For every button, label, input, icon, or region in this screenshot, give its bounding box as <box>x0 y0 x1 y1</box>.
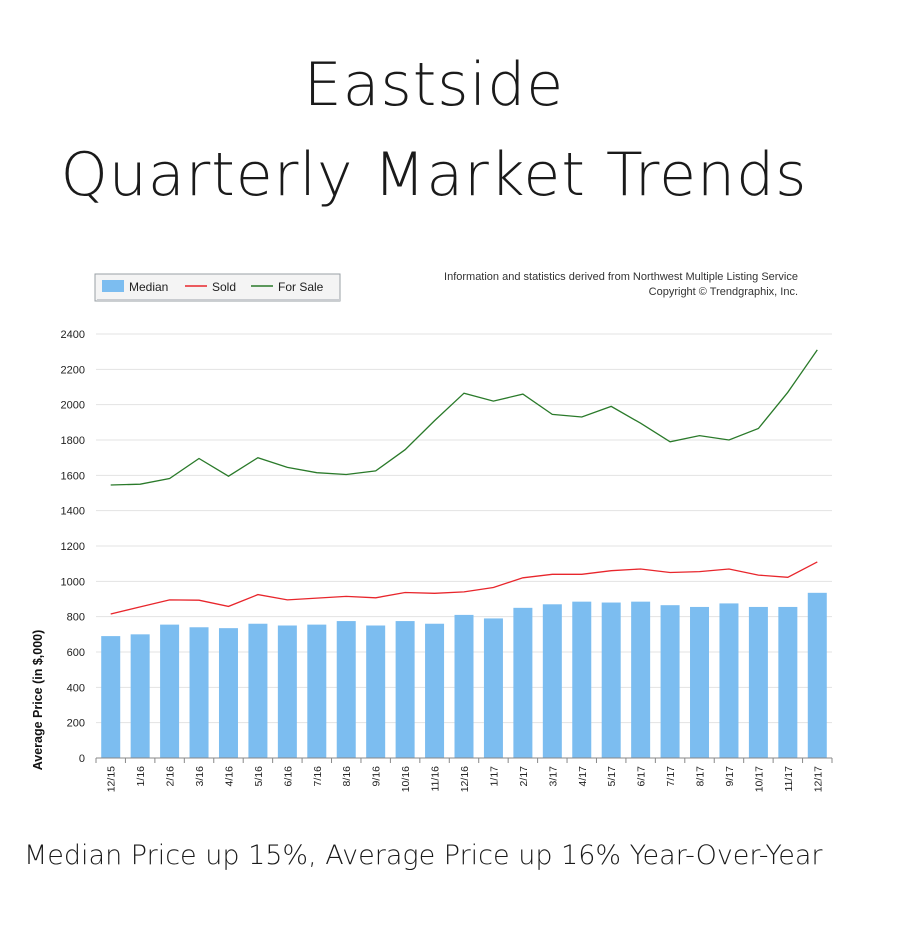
x-tick-label: 8/17 <box>695 766 707 787</box>
bar-median <box>601 602 621 758</box>
bar-median <box>277 625 297 758</box>
bar-median <box>160 624 180 758</box>
bar-median <box>483 618 503 758</box>
summary-caption: Median Price up 15%, Average Price up 16… <box>24 840 823 871</box>
x-tick-label: 12/15 <box>106 766 118 792</box>
bar-median <box>690 606 710 758</box>
x-tick-label: 11/16 <box>430 766 442 792</box>
y-axis-label: Average Price (in $,000) <box>31 630 45 771</box>
bar-median <box>130 634 150 758</box>
bar-median <box>748 606 768 758</box>
y-tick-label: 1600 <box>61 470 85 482</box>
line-for-sale <box>110 349 818 486</box>
x-tick-label: 2/16 <box>165 766 177 787</box>
legend-label-for-sale: For Sale <box>278 280 324 294</box>
x-tick-label: 5/17 <box>606 766 618 787</box>
x-tick-label: 9/17 <box>724 766 736 787</box>
bar-median <box>336 621 356 758</box>
x-tick-label: 10/17 <box>753 766 765 792</box>
x-tick-label: 3/17 <box>547 766 559 787</box>
x-tick-label: 1/17 <box>488 766 500 787</box>
x-tick-label: 12/16 <box>459 766 471 792</box>
x-tick-label: 4/17 <box>577 766 589 787</box>
y-tick-label: 1800 <box>61 435 85 447</box>
bar-median <box>807 592 827 758</box>
y-tick-label: 1200 <box>61 541 85 553</box>
y-tick-label: 1400 <box>61 506 85 518</box>
y-tick-label: 1000 <box>61 576 85 588</box>
x-tick-label: 1/16 <box>135 766 147 787</box>
line-sold <box>110 561 818 615</box>
bar-median <box>631 601 651 758</box>
credit-line-1: Information and statistics derived from … <box>444 271 798 283</box>
y-tick-label: 600 <box>67 647 85 659</box>
legend-label-sold: Sold <box>212 280 236 294</box>
page-title: Eastside <box>303 50 565 120</box>
bar-median <box>542 604 562 758</box>
x-tick-label: 4/16 <box>223 766 235 787</box>
bar-median <box>513 607 533 758</box>
legend-swatch-median <box>102 280 124 292</box>
bar-median <box>248 623 268 758</box>
x-tick-label: 7/16 <box>312 766 324 787</box>
y-tick-label: 400 <box>67 682 85 694</box>
x-tick-label: 5/16 <box>253 766 265 787</box>
y-tick-label: 2200 <box>61 364 85 376</box>
series-lines <box>110 349 818 615</box>
x-axis: 12/15 1/16 2/16 3/16 4/16 5/16 6/16 7/16 8/16 9/1… <box>95 757 833 792</box>
x-tick-label: 2/17 <box>518 766 530 787</box>
bar-median <box>218 628 238 758</box>
y-tick-label: 2400 <box>61 329 85 341</box>
x-tick-label: 12/17 <box>812 766 824 792</box>
bar-median <box>719 603 739 758</box>
y-tick-label: 800 <box>67 612 85 624</box>
page-subtitle: Quarterly Market Trends <box>60 140 808 210</box>
y-tick-label: 200 <box>67 718 85 730</box>
bar-median <box>395 621 415 758</box>
median-bars <box>101 592 827 758</box>
credit-line-2: Copyright © Trendgraphix, Inc. <box>649 286 798 298</box>
x-tick-label: 7/17 <box>665 766 677 787</box>
legend: Median Sold For Sale <box>94 273 341 302</box>
bar-median <box>189 627 209 758</box>
bar-median <box>307 624 327 758</box>
bar-median <box>425 623 445 758</box>
x-tick-label: 6/17 <box>636 766 648 787</box>
x-tick-label: 6/16 <box>282 766 294 787</box>
bar-median <box>572 601 592 758</box>
chart: Median Sold For Sale Information and sta… <box>31 271 833 792</box>
x-tick-label: 11/17 <box>783 766 795 792</box>
y-tick-label: 2000 <box>61 400 85 412</box>
x-tick-label: 9/16 <box>371 766 383 787</box>
bar-median <box>366 625 386 758</box>
x-tick-label: 10/16 <box>400 766 412 792</box>
bar-median <box>101 636 121 758</box>
y-tick-label: 0 <box>79 753 85 765</box>
y-tick-labels: 0 200 400 600 800 1000 1200 1400 1600 1800 2000 220… <box>61 329 85 765</box>
x-tick-label: 3/16 <box>194 766 206 787</box>
legend-label-median: Median <box>129 280 168 294</box>
x-tick-label: 8/16 <box>341 766 353 787</box>
bar-median <box>660 605 680 758</box>
bar-median <box>454 614 474 758</box>
y-gridlines <box>96 333 832 724</box>
bar-median <box>778 606 798 758</box>
